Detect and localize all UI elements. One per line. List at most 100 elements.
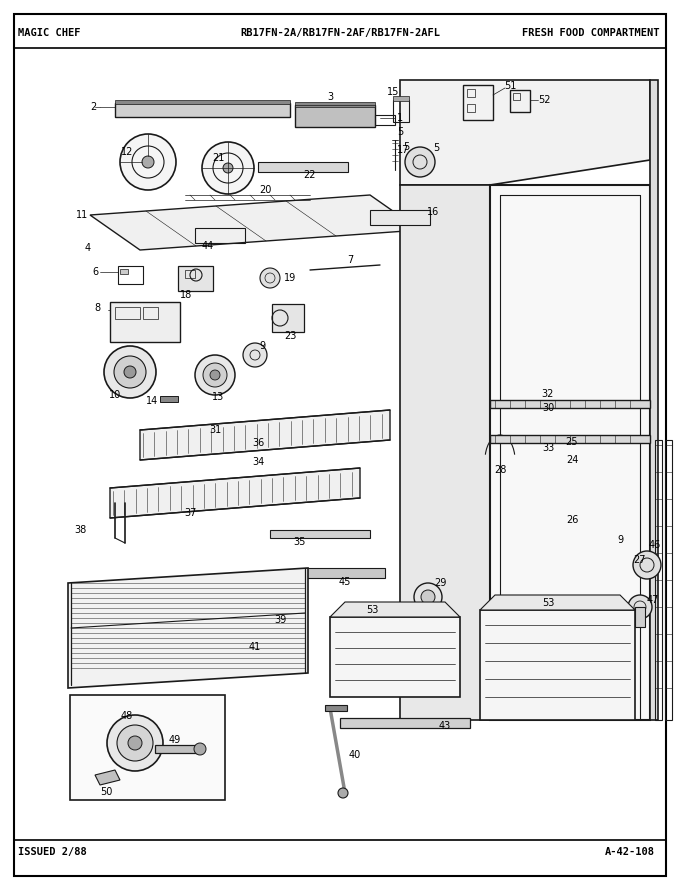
Circle shape: [128, 736, 142, 750]
Circle shape: [243, 343, 267, 367]
Circle shape: [114, 356, 146, 388]
Text: 47: 47: [647, 595, 659, 605]
Text: 7: 7: [347, 255, 353, 265]
Text: 20: 20: [259, 185, 271, 195]
Bar: [510, 90, 530, 112]
Bar: [650, 80, 658, 720]
Text: 39: 39: [274, 615, 286, 625]
Bar: [393, 100, 409, 122]
Bar: [330, 617, 460, 697]
Bar: [490, 400, 650, 408]
Circle shape: [405, 147, 435, 177]
Circle shape: [338, 788, 348, 798]
Text: 15: 15: [387, 87, 399, 97]
Text: 13: 13: [212, 392, 224, 402]
Circle shape: [142, 156, 154, 168]
Text: 53: 53: [366, 605, 378, 615]
Text: 35: 35: [294, 537, 306, 547]
Text: 46: 46: [649, 540, 661, 550]
Bar: [272, 304, 304, 332]
Polygon shape: [400, 80, 650, 185]
Circle shape: [202, 142, 254, 194]
Text: 53: 53: [542, 598, 554, 608]
Circle shape: [628, 595, 652, 619]
Polygon shape: [140, 410, 390, 460]
Text: 41: 41: [249, 642, 261, 652]
Text: 14: 14: [146, 396, 158, 406]
Text: 19: 19: [284, 273, 296, 283]
Text: 9: 9: [259, 341, 265, 351]
Bar: [325, 705, 347, 711]
Bar: [665, 440, 672, 720]
Text: 29: 29: [434, 578, 446, 588]
Bar: [467, 104, 475, 112]
Polygon shape: [95, 770, 120, 785]
Circle shape: [117, 725, 153, 761]
Text: FRESH FOOD COMPARTMENT: FRESH FOOD COMPARTMENT: [522, 28, 660, 38]
Bar: [270, 530, 370, 538]
Text: 25: 25: [566, 437, 578, 447]
Text: 30: 30: [542, 403, 554, 413]
Bar: [340, 718, 470, 728]
Text: 36: 36: [252, 438, 264, 448]
Text: 3: 3: [327, 92, 333, 102]
Circle shape: [260, 268, 280, 288]
Bar: [295, 105, 375, 127]
Circle shape: [210, 370, 220, 380]
Text: 27: 27: [634, 555, 646, 565]
Bar: [375, 115, 395, 125]
Text: 9: 9: [617, 535, 623, 545]
Text: 28: 28: [494, 465, 506, 475]
Circle shape: [633, 551, 661, 579]
Text: 40: 40: [349, 750, 361, 760]
Text: 4: 4: [85, 243, 91, 253]
Text: 10: 10: [109, 390, 121, 400]
Text: 5: 5: [397, 127, 403, 137]
Text: 5: 5: [433, 143, 439, 153]
Text: 44: 44: [202, 241, 214, 251]
Polygon shape: [480, 595, 635, 610]
Bar: [195, 228, 245, 243]
Bar: [160, 396, 178, 402]
Text: 34: 34: [252, 457, 264, 467]
Text: 45: 45: [339, 577, 351, 587]
Circle shape: [104, 346, 156, 398]
Bar: [490, 435, 650, 443]
Text: 51: 51: [504, 81, 516, 91]
Bar: [295, 102, 375, 107]
Text: 33: 33: [542, 443, 554, 453]
Bar: [118, 266, 143, 284]
Bar: [490, 185, 650, 720]
Text: 32: 32: [542, 389, 554, 399]
Circle shape: [195, 355, 235, 395]
Text: 49: 49: [169, 735, 181, 745]
Text: 21: 21: [211, 153, 224, 163]
Text: 50: 50: [100, 787, 112, 797]
Bar: [467, 89, 475, 97]
Bar: [115, 103, 290, 117]
Text: 52: 52: [538, 95, 550, 105]
Bar: [513, 93, 520, 100]
Text: 43: 43: [439, 721, 451, 731]
Bar: [155, 745, 200, 753]
Bar: [370, 210, 430, 225]
Bar: [178, 266, 213, 291]
Text: RB17FN-2A/RB17FN-2AF/RB17FN-2AFL: RB17FN-2A/RB17FN-2AF/RB17FN-2AFL: [240, 28, 440, 38]
Circle shape: [124, 366, 136, 378]
Bar: [480, 610, 635, 720]
Bar: [393, 96, 409, 101]
Text: 37: 37: [184, 508, 197, 518]
Bar: [70, 695, 225, 800]
Text: MAGIC CHEF: MAGIC CHEF: [18, 28, 80, 38]
Text: 2: 2: [90, 102, 96, 112]
Circle shape: [107, 715, 163, 771]
Circle shape: [194, 743, 206, 755]
Text: 6: 6: [92, 267, 98, 277]
Text: 18: 18: [180, 290, 192, 300]
Bar: [655, 440, 662, 720]
Bar: [110, 302, 180, 342]
Text: 48: 48: [121, 711, 133, 721]
Circle shape: [203, 363, 227, 387]
Text: 24: 24: [566, 455, 578, 465]
Text: 16: 16: [427, 207, 439, 217]
